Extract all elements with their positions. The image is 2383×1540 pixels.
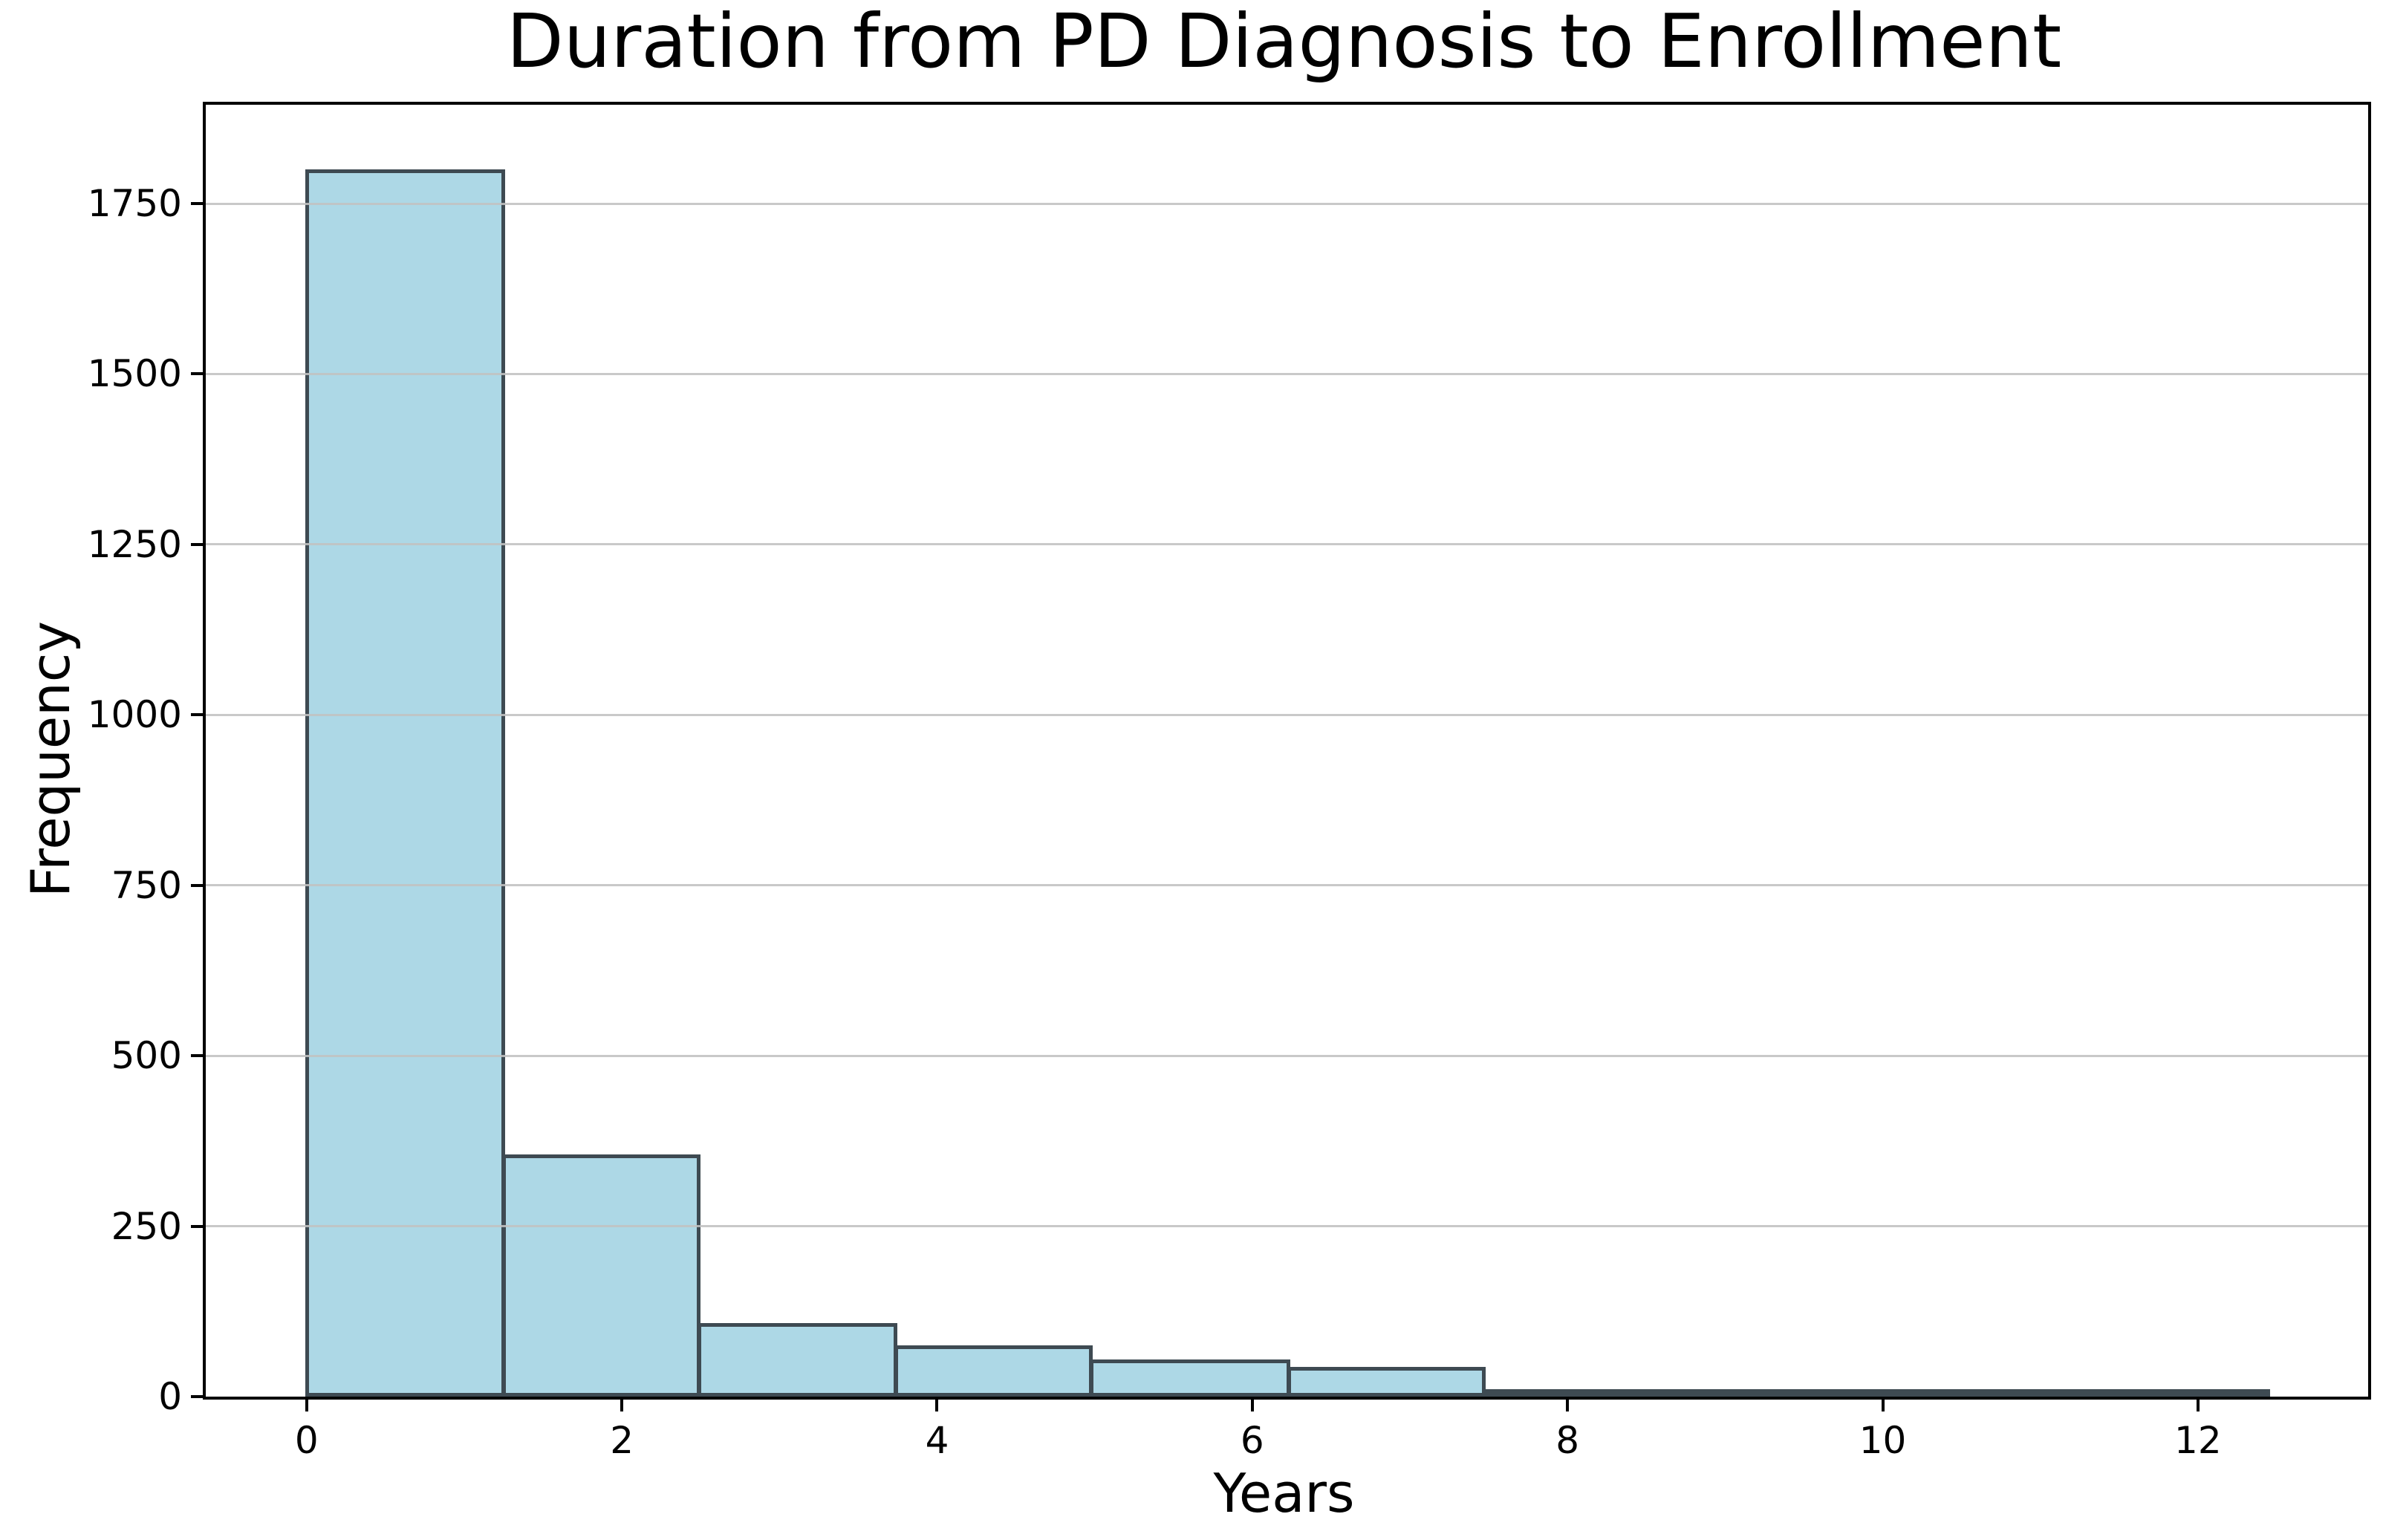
y-axis-tick — [191, 372, 203, 376]
y-axis-tick-label: 750 — [111, 863, 182, 907]
histogram-bar — [305, 169, 505, 1397]
y-gridline — [206, 884, 2368, 887]
y-gridline — [206, 1054, 2368, 1057]
y-gridline — [206, 202, 2368, 205]
x-axis-tick-label: 6 — [1240, 1419, 1264, 1462]
histogram-bar — [1679, 1389, 1878, 1397]
histogram-bar — [698, 1322, 898, 1397]
y-axis-tick — [191, 542, 203, 546]
y-axis-tick-label: 1750 — [87, 182, 182, 226]
y-gridline — [206, 1225, 2368, 1228]
y-gridline — [206, 713, 2368, 716]
y-axis-label: Frequency — [19, 621, 82, 897]
histogram-bar — [1875, 1389, 2075, 1397]
x-axis-tick — [305, 1400, 308, 1411]
x-axis-tick — [1566, 1400, 1570, 1411]
x-axis-tick-label: 2 — [610, 1419, 634, 1462]
y-gridline — [206, 543, 2368, 546]
x-axis-label: Years — [1213, 1462, 1355, 1524]
histogram-bar — [1090, 1359, 1290, 1397]
y-axis-tick-label: 250 — [111, 1204, 182, 1248]
y-gridline — [206, 372, 2368, 375]
y-axis-tick — [191, 1054, 203, 1058]
histogram-bar — [502, 1154, 701, 1397]
x-axis-tick-label: 8 — [1555, 1419, 1580, 1462]
x-axis-tick-label: 12 — [2174, 1419, 2222, 1462]
y-axis-tick — [191, 713, 203, 717]
x-axis-tick — [1881, 1400, 1885, 1411]
histogram-bar — [1482, 1389, 1683, 1397]
y-axis-tick-label: 1250 — [87, 522, 182, 566]
x-axis-tick — [620, 1400, 624, 1411]
x-axis-tick — [935, 1400, 939, 1411]
y-axis-tick-label: 0 — [158, 1375, 182, 1418]
y-axis-tick-label: 1000 — [87, 693, 182, 737]
histogram-bar — [894, 1345, 1093, 1397]
y-axis-tick — [191, 1395, 203, 1398]
x-axis-tick — [1250, 1400, 1254, 1411]
x-axis-tick-label: 0 — [294, 1419, 319, 1462]
x-axis-tick — [2196, 1400, 2200, 1411]
histogram-bar — [1287, 1366, 1486, 1397]
x-axis-tick-label: 10 — [1859, 1419, 1907, 1462]
y-axis-tick — [191, 202, 203, 206]
y-axis-tick — [191, 1224, 203, 1228]
chart-title: Duration from PD Diagnosis to Enrollment — [506, 0, 2062, 85]
x-axis-tick-label: 4 — [925, 1419, 949, 1462]
histogram-bar — [2072, 1389, 2271, 1397]
plot-area: 0 2 4 6 8 10 12 0 250 500 750 1000 1250 1500 1750 — [88, 102, 2371, 1462]
y-axis-tick-label: 500 — [111, 1034, 182, 1078]
y-axis-tick — [191, 883, 203, 887]
y-axis-tick-label: 1500 — [87, 352, 182, 396]
